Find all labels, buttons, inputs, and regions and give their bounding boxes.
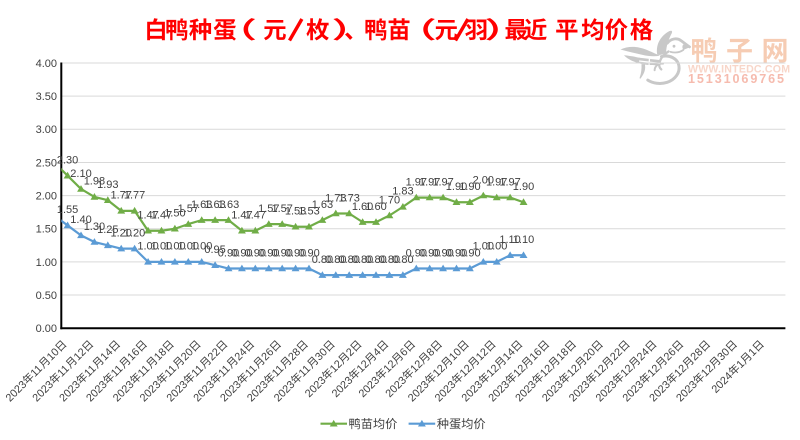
svg-text:1.97: 1.97 [419,176,440,188]
svg-text:1.70: 1.70 [379,194,400,206]
svg-text:1.63: 1.63 [218,199,239,211]
svg-text:0.80: 0.80 [325,254,346,266]
svg-text:3.00: 3.00 [36,124,57,136]
svg-text:1.98: 1.98 [84,176,105,188]
svg-text:0.80: 0.80 [312,254,333,266]
svg-text:0.90: 0.90 [218,247,239,259]
svg-text:1.47: 1.47 [137,210,158,222]
svg-text:1.47: 1.47 [245,210,266,222]
svg-text:0.90: 0.90 [245,247,266,259]
svg-text:1.63: 1.63 [312,199,333,211]
svg-text:1.47: 1.47 [231,210,252,222]
svg-text:2.10: 2.10 [70,168,91,180]
svg-text:0.80: 0.80 [365,254,386,266]
svg-text:1.57: 1.57 [178,203,199,215]
svg-text:1.00: 1.00 [164,241,185,253]
svg-text:1.97: 1.97 [486,176,507,188]
svg-text:1.00: 1.00 [473,241,494,253]
svg-text:1.97: 1.97 [432,176,453,188]
svg-text:0.95: 0.95 [204,244,225,256]
svg-text:1.00: 1.00 [178,241,199,253]
svg-text:0.90: 0.90 [285,247,306,259]
svg-text:1.25: 1.25 [97,224,118,236]
svg-text:1.77: 1.77 [124,190,145,202]
svg-text:15131069765: 15131069765 [688,72,786,86]
svg-text:0.80: 0.80 [338,254,359,266]
svg-text:0.90: 0.90 [432,247,453,259]
svg-text:1.00: 1.00 [486,241,507,253]
svg-text:1.77: 1.77 [110,190,131,202]
svg-text:1.60: 1.60 [365,201,386,213]
svg-text:0.90: 0.90 [258,247,279,259]
svg-text:1.97: 1.97 [499,176,520,188]
svg-text:1.00: 1.00 [36,257,57,269]
svg-text:1.97: 1.97 [406,176,427,188]
svg-text:1.55: 1.55 [57,204,78,216]
svg-text:2.50: 2.50 [36,157,57,169]
svg-text:0.90: 0.90 [459,247,480,259]
svg-text:1.73: 1.73 [325,192,346,204]
svg-text:1.00: 1.00 [151,241,172,253]
svg-text:0.90: 0.90 [271,247,292,259]
svg-text:1.90: 1.90 [513,181,534,193]
svg-text:1.10: 1.10 [499,234,520,246]
svg-text:1.73: 1.73 [338,192,359,204]
svg-text:1.10: 1.10 [513,234,534,246]
svg-text:1.93: 1.93 [97,179,118,191]
svg-text:1.53: 1.53 [285,206,306,218]
svg-text:0.80: 0.80 [352,254,373,266]
svg-text:1.90: 1.90 [446,181,467,193]
svg-text:0.80: 0.80 [379,254,400,266]
svg-text:1.63: 1.63 [204,199,225,211]
svg-text:4.00: 4.00 [36,58,57,70]
svg-text:0.80: 0.80 [392,254,413,266]
svg-text:0.90: 0.90 [298,247,319,259]
svg-text:WWW.INTEDC.COM: WWW.INTEDC.COM [688,64,790,76]
svg-text:3.50: 3.50 [36,91,57,103]
svg-text:1.50: 1.50 [164,208,185,220]
svg-text:1.63: 1.63 [191,199,212,211]
svg-text:0.90: 0.90 [406,247,427,259]
svg-text:1.50: 1.50 [36,224,57,236]
svg-text:1.20: 1.20 [124,227,145,239]
svg-text:0.00: 0.00 [36,323,57,335]
svg-text:1.57: 1.57 [258,203,279,215]
svg-text:1.53: 1.53 [298,206,319,218]
svg-text:1.83: 1.83 [392,186,413,198]
svg-text:0.90: 0.90 [446,247,467,259]
svg-text:1.47: 1.47 [151,210,172,222]
svg-text:1.00: 1.00 [137,241,158,253]
svg-text:0.90: 0.90 [419,247,440,259]
svg-text:1.30: 1.30 [84,221,105,233]
svg-text:1.20: 1.20 [110,227,131,239]
svg-text:1.60: 1.60 [352,201,373,213]
svg-text:1.40: 1.40 [70,214,91,226]
svg-text:2.00: 2.00 [36,191,57,203]
svg-text:1.57: 1.57 [271,203,292,215]
svg-text:1.90: 1.90 [459,181,480,193]
svg-text:0.90: 0.90 [231,247,252,259]
svg-text:2.00: 2.00 [473,174,494,186]
svg-text:0.50: 0.50 [36,290,57,302]
svg-text:1.00: 1.00 [191,241,212,253]
svg-text:2.30: 2.30 [57,155,78,167]
